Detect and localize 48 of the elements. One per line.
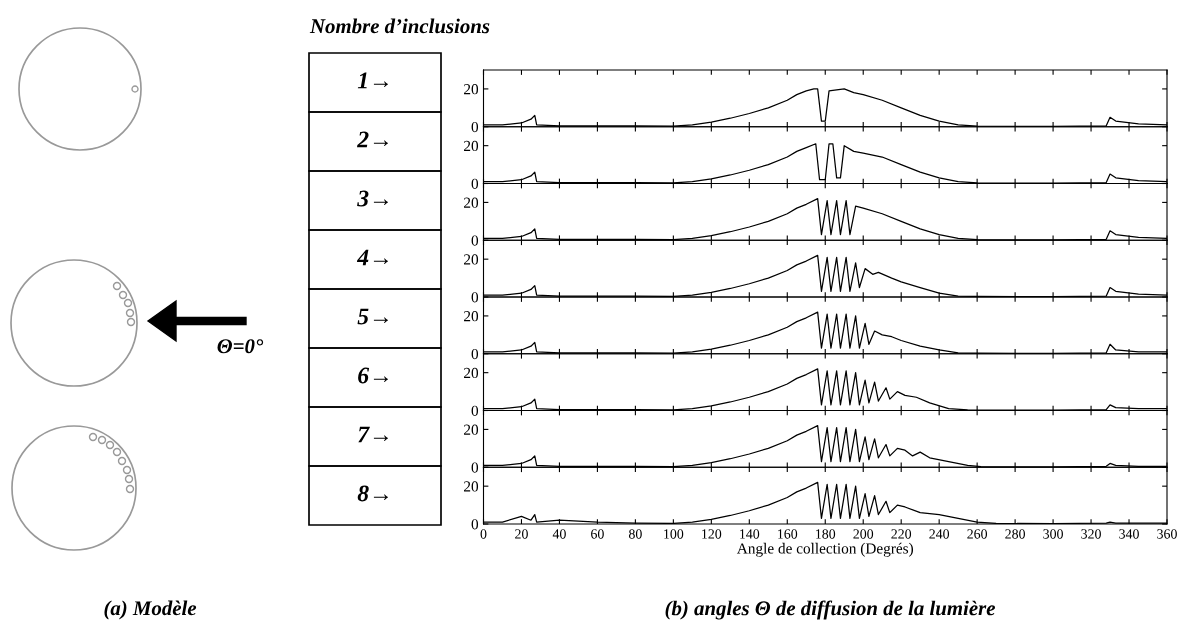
y-tick-label: 0 [471, 235, 479, 246]
x-axis-title: Angle de collection (Degrés) [736, 542, 914, 557]
x-tick-label: 120 [702, 529, 722, 539]
x-tick-label: 220 [891, 529, 912, 539]
x-tick-label: 280 [1005, 529, 1025, 539]
text: 4→ [356, 249, 388, 266]
text: 7→ [358, 426, 388, 443]
text: (b) angles Θ de diffusion de la lumière [665, 600, 995, 620]
x-tick-label: 240 [929, 529, 950, 539]
text: 6→ [358, 367, 388, 384]
x-tick-label: 140 [740, 529, 760, 539]
x-tick-label: 20 [515, 529, 528, 539]
x-tick-label: 320 [1081, 529, 1101, 539]
text: Θ=0° [217, 339, 264, 354]
x-tick-label: 100 [664, 529, 684, 539]
text: 1→ [357, 72, 388, 89]
y-tick-label: 0 [471, 462, 479, 473]
x-tick-label: 200 [853, 529, 874, 539]
y-tick-label: 20 [464, 254, 479, 265]
y-tick-label: 0 [471, 121, 479, 133]
y-tick-label: 20 [464, 367, 479, 379]
y-tick-label: 0 [471, 292, 479, 303]
y-tick-label: 0 [471, 519, 479, 530]
x-tick-label: 340 [1119, 529, 1139, 539]
text: 3→ [357, 190, 388, 207]
y-tick-label: 0 [471, 405, 479, 416]
x-tick-label: 160 [778, 529, 798, 539]
chart-title: Nombre d’inclusions [309, 18, 490, 34]
x-tick-label: 80 [628, 529, 642, 539]
y-tick-label: 20 [464, 140, 479, 152]
text: 2→ [357, 131, 388, 148]
y-tick-label: 20 [464, 424, 479, 435]
x-tick-label: 300 [1043, 529, 1063, 539]
text: (a) Modèle [104, 600, 197, 620]
y-tick-label: 0 [471, 348, 479, 360]
x-tick-label: 180 [816, 529, 836, 539]
text: 5→ [357, 308, 388, 325]
x-tick-label: 260 [967, 529, 988, 539]
y-tick-label: 20 [464, 481, 479, 492]
y-tick-label: 20 [464, 84, 479, 95]
y-tick-label: 0 [471, 178, 479, 189]
text: 8→ [357, 485, 388, 502]
x-tick-label: 0 [480, 529, 487, 539]
x-tick-label: 40 [552, 529, 566, 539]
x-tick-label: 360 [1157, 529, 1177, 539]
y-tick-label: 20 [464, 311, 479, 322]
x-tick-label: 60 [591, 529, 604, 539]
y-tick-label: 20 [464, 197, 479, 208]
